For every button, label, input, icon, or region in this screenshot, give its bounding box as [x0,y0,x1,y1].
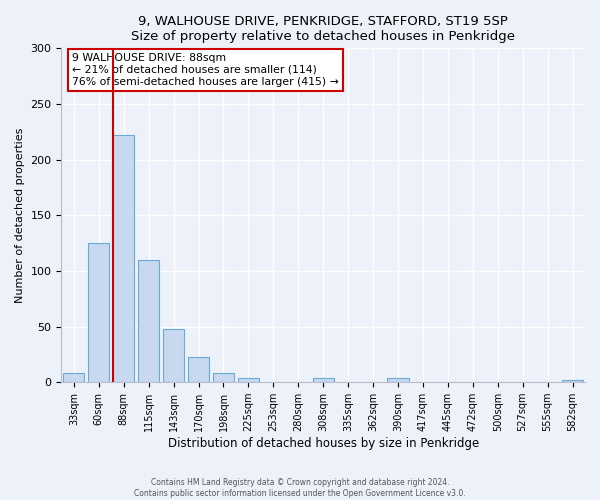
Bar [188,356,209,382]
Bar [163,329,184,382]
Bar [113,135,134,382]
X-axis label: Distribution of detached houses by size in Penkridge: Distribution of detached houses by size … [167,437,479,450]
Bar [213,374,234,382]
Text: 9 WALHOUSE DRIVE: 88sqm
← 21% of detached houses are smaller (114)
76% of semi-d: 9 WALHOUSE DRIVE: 88sqm ← 21% of detache… [72,54,338,86]
Bar [388,378,409,382]
Bar [562,380,583,382]
Bar [238,378,259,382]
Y-axis label: Number of detached properties: Number of detached properties [15,128,25,303]
Bar [138,260,159,382]
Title: 9, WALHOUSE DRIVE, PENKRIDGE, STAFFORD, ST19 5SP
Size of property relative to de: 9, WALHOUSE DRIVE, PENKRIDGE, STAFFORD, … [131,15,515,43]
Bar [63,374,85,382]
Bar [313,378,334,382]
Bar [88,243,109,382]
Text: Contains HM Land Registry data © Crown copyright and database right 2024.
Contai: Contains HM Land Registry data © Crown c… [134,478,466,498]
